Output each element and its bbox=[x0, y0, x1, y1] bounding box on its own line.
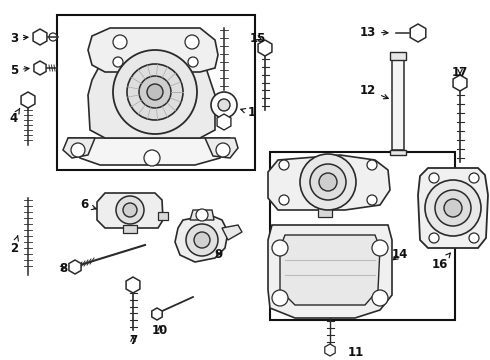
Circle shape bbox=[435, 190, 471, 226]
Circle shape bbox=[372, 290, 388, 306]
Polygon shape bbox=[152, 308, 162, 320]
Text: 7: 7 bbox=[129, 333, 137, 346]
Polygon shape bbox=[126, 277, 140, 293]
Polygon shape bbox=[175, 215, 228, 262]
Circle shape bbox=[279, 160, 289, 170]
Circle shape bbox=[188, 57, 198, 67]
Circle shape bbox=[127, 64, 183, 120]
Text: 6: 6 bbox=[80, 198, 96, 211]
Circle shape bbox=[123, 203, 137, 217]
Text: 5: 5 bbox=[10, 63, 29, 77]
Bar bbox=[390, 52, 406, 60]
Circle shape bbox=[279, 195, 289, 205]
Polygon shape bbox=[205, 138, 238, 158]
Circle shape bbox=[186, 224, 218, 256]
Circle shape bbox=[469, 173, 479, 183]
Bar bbox=[123, 225, 137, 233]
Polygon shape bbox=[21, 92, 35, 108]
Text: 17: 17 bbox=[452, 66, 468, 78]
Circle shape bbox=[144, 150, 160, 166]
Bar bbox=[390, 150, 406, 155]
Polygon shape bbox=[325, 344, 335, 356]
Circle shape bbox=[185, 35, 199, 49]
Circle shape bbox=[429, 173, 439, 183]
Circle shape bbox=[194, 232, 210, 248]
Polygon shape bbox=[63, 138, 95, 158]
Circle shape bbox=[425, 180, 481, 236]
Circle shape bbox=[139, 76, 171, 108]
Bar bbox=[270, 152, 455, 320]
Polygon shape bbox=[222, 225, 242, 240]
Polygon shape bbox=[97, 193, 163, 228]
Circle shape bbox=[429, 233, 439, 243]
Circle shape bbox=[300, 154, 356, 210]
Circle shape bbox=[319, 173, 337, 191]
Circle shape bbox=[49, 33, 57, 41]
Circle shape bbox=[367, 195, 377, 205]
Polygon shape bbox=[68, 138, 230, 165]
Bar bbox=[57, 15, 255, 170]
Circle shape bbox=[113, 35, 127, 49]
Polygon shape bbox=[453, 75, 467, 91]
Circle shape bbox=[113, 50, 197, 134]
Polygon shape bbox=[410, 24, 426, 42]
Circle shape bbox=[310, 164, 346, 200]
Text: 2: 2 bbox=[10, 236, 19, 255]
Text: 14: 14 bbox=[392, 248, 408, 261]
Circle shape bbox=[272, 290, 288, 306]
Text: 4: 4 bbox=[10, 109, 20, 125]
Text: 3: 3 bbox=[10, 31, 28, 45]
Circle shape bbox=[211, 92, 237, 118]
Circle shape bbox=[372, 240, 388, 256]
Polygon shape bbox=[268, 225, 392, 318]
Text: 13: 13 bbox=[360, 26, 388, 39]
Circle shape bbox=[218, 99, 230, 111]
Text: 11: 11 bbox=[348, 346, 364, 360]
Bar bbox=[158, 212, 168, 220]
Text: 1: 1 bbox=[241, 107, 256, 120]
Text: 10: 10 bbox=[152, 324, 168, 337]
Circle shape bbox=[367, 160, 377, 170]
Polygon shape bbox=[33, 29, 47, 45]
Circle shape bbox=[272, 240, 288, 256]
Polygon shape bbox=[217, 114, 231, 130]
Circle shape bbox=[469, 233, 479, 243]
Bar bbox=[392, 55, 404, 150]
Text: 8: 8 bbox=[59, 261, 67, 274]
Text: 15: 15 bbox=[250, 31, 266, 45]
Text: 16: 16 bbox=[432, 253, 450, 271]
Polygon shape bbox=[258, 40, 272, 56]
Polygon shape bbox=[190, 210, 214, 220]
Polygon shape bbox=[418, 168, 488, 248]
Polygon shape bbox=[34, 61, 46, 75]
Circle shape bbox=[196, 209, 208, 221]
Circle shape bbox=[147, 84, 163, 100]
Polygon shape bbox=[88, 65, 215, 138]
Circle shape bbox=[216, 143, 230, 157]
Circle shape bbox=[113, 57, 123, 67]
Bar bbox=[318, 207, 332, 217]
Polygon shape bbox=[280, 235, 380, 305]
Text: 9: 9 bbox=[214, 248, 222, 261]
Polygon shape bbox=[69, 260, 81, 274]
Text: 12: 12 bbox=[360, 84, 388, 99]
Circle shape bbox=[116, 196, 144, 224]
Circle shape bbox=[71, 143, 85, 157]
Circle shape bbox=[444, 199, 462, 217]
Polygon shape bbox=[268, 155, 390, 210]
Polygon shape bbox=[88, 28, 218, 72]
